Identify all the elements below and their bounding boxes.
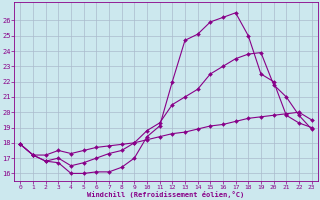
X-axis label: Windchill (Refroidissement éolien,°C): Windchill (Refroidissement éolien,°C): [87, 191, 244, 198]
